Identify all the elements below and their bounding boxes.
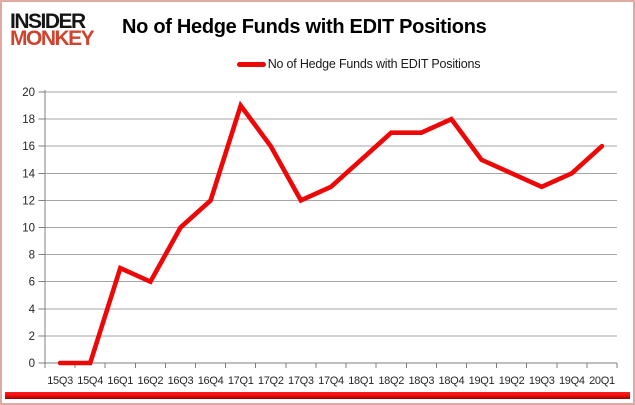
x-tick-label: 19Q4 xyxy=(559,375,585,387)
header: INSIDER MONKEY No of Hedge Funds with ED… xyxy=(10,10,629,54)
y-tick-label: 0 xyxy=(29,358,35,370)
x-tick-label: 16Q3 xyxy=(168,375,194,387)
y-tick-label: 10 xyxy=(22,223,35,235)
y-tick-label: 12 xyxy=(22,195,35,207)
y-tick-label: 6 xyxy=(29,277,35,289)
x-tick-label: 16Q4 xyxy=(198,375,224,387)
y-tick-label: 20 xyxy=(22,87,35,99)
x-tick-label: 16Q1 xyxy=(107,375,133,387)
x-tick-label: 19Q1 xyxy=(469,375,495,387)
chart-title: No of Hedge Funds with EDIT Positions xyxy=(122,16,487,38)
x-tick-label: 18Q2 xyxy=(378,375,404,387)
insider-monkey-logo: INSIDER MONKEY xyxy=(10,10,122,51)
x-tick-label: 18Q4 xyxy=(439,375,465,387)
x-tick-label: 16Q2 xyxy=(138,375,164,387)
legend-series-label: No of Hedge Funds with EDIT Positions xyxy=(267,57,481,71)
series-line xyxy=(57,100,605,366)
x-tick-label: 15Q3 xyxy=(47,375,73,387)
x-tick-label: 15Q4 xyxy=(77,375,103,387)
x-tick-label: 17Q1 xyxy=(228,375,254,387)
y-tick-label: 14 xyxy=(22,168,35,180)
x-tick-label: 17Q4 xyxy=(318,375,344,387)
legend-line-swatch xyxy=(236,61,266,67)
y-tick-label: 8 xyxy=(29,250,35,262)
y-tick-label: 18 xyxy=(22,114,35,126)
x-tick-label: 18Q3 xyxy=(408,375,434,387)
x-tick-label: 17Q2 xyxy=(258,375,284,387)
x-tick-label: 18Q1 xyxy=(348,375,374,387)
logo-line-monkey: MONKEY xyxy=(10,27,95,51)
x-tick-label: 19Q3 xyxy=(529,375,555,387)
x-tick-label: 19Q2 xyxy=(499,375,525,387)
x-tick-label: 17Q3 xyxy=(288,375,314,387)
y-tick-label: 16 xyxy=(22,141,35,153)
bottom-red-bar xyxy=(5,392,630,399)
x-tick-label: 20Q1 xyxy=(589,375,615,387)
logo-line-insider: INSIDER xyxy=(10,10,86,33)
y-tick-label: 4 xyxy=(29,304,36,316)
y-tick-label: 2 xyxy=(29,331,35,343)
legend: No of Hedge Funds with EDIT Positions xyxy=(2,57,633,71)
